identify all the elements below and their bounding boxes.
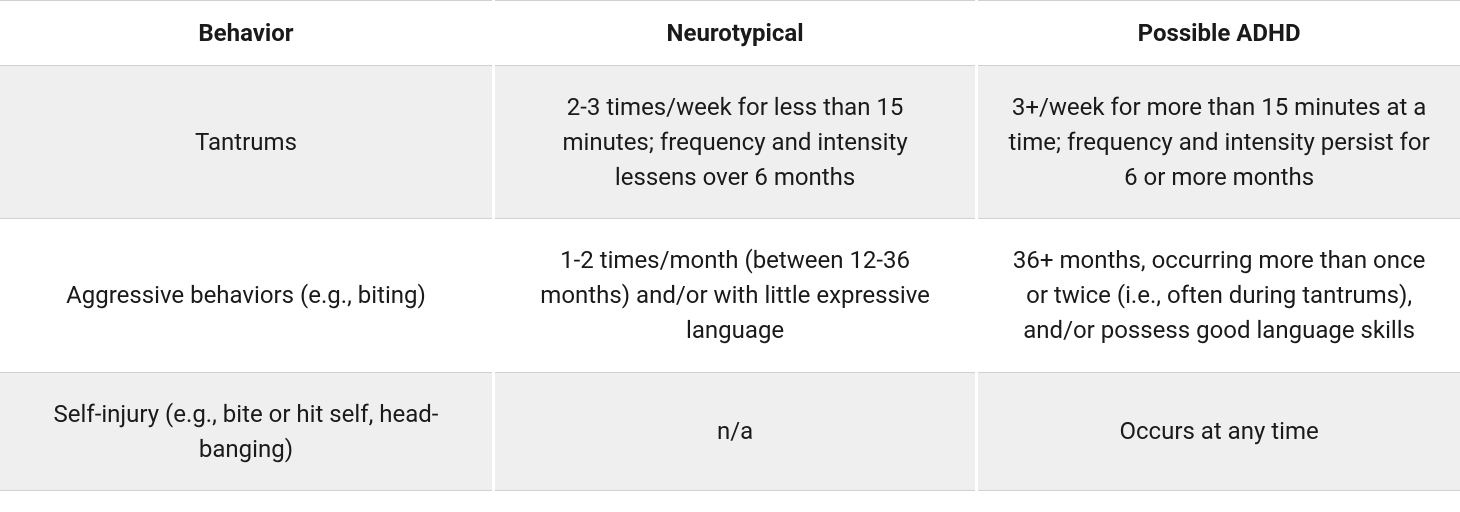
column-header-behavior: Behavior [0,1,493,66]
column-header-adhd: Possible ADHD [977,1,1460,66]
cell-adhd: 3+/week for more than 15 minutes at a ti… [977,66,1460,219]
cell-adhd: 36+ months, occurring more than once or … [977,219,1460,372]
cell-behavior: Tantrums [0,66,493,219]
cell-behavior: Self-injury (e.g., bite or hit self, hea… [0,372,493,491]
comparison-table: Behavior Neurotypical Possible ADHD Tant… [0,0,1460,491]
table-header-row: Behavior Neurotypical Possible ADHD [0,1,1460,66]
cell-neurotypical: 1-2 times/month (between 12-36 months) a… [493,219,976,372]
cell-behavior: Aggressive behaviors (e.g., biting) [0,219,493,372]
column-header-neurotypical: Neurotypical [493,1,976,66]
cell-adhd: Occurs at any time [977,372,1460,491]
cell-neurotypical: 2-3 times/week for less than 15 minutes;… [493,66,976,219]
cell-neurotypical: n/a [493,372,976,491]
table-row: Tantrums 2-3 times/week for less than 15… [0,66,1460,219]
table-row: Self-injury (e.g., bite or hit self, hea… [0,372,1460,491]
table-row: Aggressive behaviors (e.g., biting) 1-2 … [0,219,1460,372]
